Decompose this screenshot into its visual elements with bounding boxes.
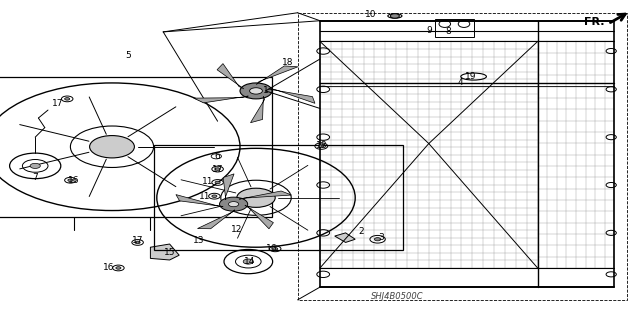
Text: 16: 16 (266, 244, 278, 253)
Circle shape (240, 83, 272, 99)
Text: 19: 19 (465, 72, 476, 81)
Polygon shape (245, 205, 273, 229)
Polygon shape (176, 195, 223, 206)
Circle shape (374, 238, 381, 241)
Polygon shape (217, 63, 244, 89)
Text: 17: 17 (212, 165, 223, 174)
Circle shape (250, 88, 262, 94)
Circle shape (390, 14, 399, 18)
Circle shape (68, 179, 73, 182)
Circle shape (116, 267, 121, 269)
Bar (298, 13, 627, 300)
Text: 15: 15 (164, 248, 175, 256)
Text: 5: 5 (125, 51, 131, 60)
Circle shape (65, 98, 70, 100)
Text: 9: 9 (426, 26, 431, 35)
Text: 11: 11 (199, 192, 211, 201)
Circle shape (135, 241, 140, 244)
Text: 16: 16 (68, 176, 79, 185)
Text: 17: 17 (132, 236, 143, 245)
Text: 13: 13 (193, 236, 204, 245)
Polygon shape (198, 210, 235, 229)
Text: SHJ4B0500C: SHJ4B0500C (371, 292, 423, 301)
Circle shape (212, 195, 217, 197)
Circle shape (215, 168, 220, 170)
Polygon shape (268, 89, 315, 103)
Circle shape (220, 197, 248, 211)
Polygon shape (256, 66, 298, 85)
Text: 16: 16 (103, 263, 115, 272)
Text: 3: 3 (378, 233, 383, 242)
Text: 2: 2 (359, 227, 364, 236)
Circle shape (237, 188, 275, 207)
Circle shape (273, 248, 278, 250)
Polygon shape (335, 233, 355, 242)
Text: 7: 7 (33, 173, 38, 182)
Text: FR.: FR. (584, 17, 604, 27)
Polygon shape (223, 174, 234, 200)
Circle shape (30, 163, 40, 168)
Bar (0, 77, 272, 217)
Polygon shape (250, 96, 264, 123)
Polygon shape (239, 191, 292, 199)
Text: 1: 1 (263, 86, 268, 95)
Circle shape (228, 202, 239, 207)
Bar (154, 145, 403, 250)
Text: 14: 14 (244, 257, 255, 266)
Polygon shape (150, 244, 179, 260)
Text: 18: 18 (282, 58, 294, 67)
Text: 6: 6 (215, 152, 220, 161)
Text: 8: 8 (445, 27, 451, 36)
Text: 17: 17 (52, 99, 63, 108)
Text: 11: 11 (202, 177, 214, 186)
Text: 18: 18 (316, 141, 327, 150)
Circle shape (215, 181, 220, 184)
Text: 4: 4 (458, 78, 463, 87)
Bar (435, 19, 474, 37)
Circle shape (319, 145, 324, 147)
Polygon shape (194, 96, 248, 103)
Text: 10: 10 (365, 10, 377, 19)
Circle shape (243, 259, 253, 264)
Circle shape (90, 136, 134, 158)
Text: 12: 12 (231, 225, 243, 234)
